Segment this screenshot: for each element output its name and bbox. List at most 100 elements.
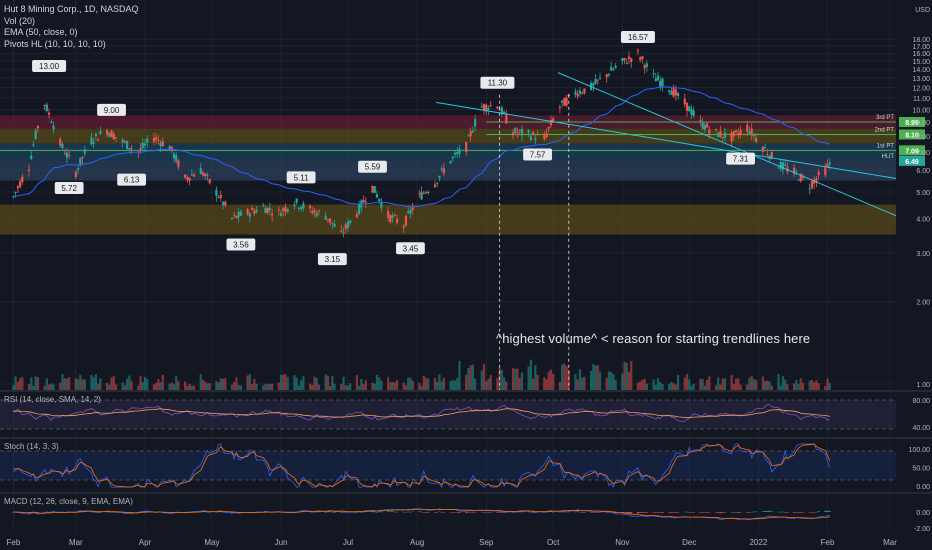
- volume-bar: [420, 385, 423, 390]
- macd-histogram-bar: [768, 510, 771, 512]
- volume-bar: [520, 372, 524, 390]
- volume-bar: [295, 377, 298, 390]
- candle-body: [389, 214, 392, 222]
- rsi-line: [13, 403, 830, 422]
- candle-body: [543, 135, 546, 139]
- volume-bar: [433, 377, 437, 390]
- macd-histogram-bar: [402, 511, 405, 513]
- volume-bar: [440, 381, 443, 390]
- candle-body: [190, 174, 193, 176]
- volume-bar: [123, 385, 127, 390]
- candle-body: [175, 155, 178, 162]
- macd-histogram-bar: [659, 512, 662, 513]
- pivot-label-box: [358, 160, 387, 173]
- volume-bar: [324, 374, 327, 390]
- candle-body: [362, 199, 365, 203]
- volume-bar: [645, 383, 648, 390]
- time-tick: Dec: [682, 538, 696, 547]
- rsi-label[interactable]: RSI (14, close, SMA, 14, 2): [4, 395, 101, 404]
- macd-histogram-bar: [333, 512, 336, 513]
- indicator-vol[interactable]: Vol (20): [4, 15, 36, 26]
- macd-histogram-bar: [373, 511, 376, 513]
- volume-bar: [208, 383, 211, 390]
- stoch-label[interactable]: Stoch (14, 3, 3): [4, 442, 59, 451]
- macd-label[interactable]: MACD (12, 26, close, 9, EMA, EMA): [4, 497, 133, 506]
- volume-bar: [59, 382, 62, 390]
- candle-body: [795, 171, 798, 173]
- volume-bar: [114, 384, 118, 390]
- volume-bar: [137, 385, 140, 390]
- candle-body: [221, 201, 225, 205]
- candle-body: [826, 164, 829, 167]
- macd-histogram-bar: [389, 511, 392, 513]
- level-label: 3rd PT: [876, 115, 894, 121]
- price-zone: [0, 143, 896, 161]
- time-tick: Mar: [69, 538, 83, 547]
- volume-bar: [373, 383, 376, 390]
- candle-body: [315, 212, 318, 217]
- volume-bar: [360, 379, 363, 390]
- volume-bar: [768, 381, 771, 390]
- candle-body: [422, 192, 425, 194]
- macd-histogram-bar: [703, 512, 706, 513]
- rsi-tick: 40.00: [912, 425, 930, 432]
- macd-histogram-bar: [636, 512, 640, 514]
- volume-bar: [143, 376, 147, 390]
- candle-body: [159, 142, 162, 146]
- volume-bar: [732, 383, 735, 390]
- candle-body: [208, 179, 211, 184]
- volume-bar: [217, 382, 220, 390]
- candle-body: [36, 126, 40, 129]
- volume-bar: [128, 375, 131, 390]
- macd-histogram-bar: [643, 512, 646, 513]
- candle-body: [630, 58, 633, 62]
- volume-bar: [204, 381, 207, 390]
- macd-histogram-bar: [424, 512, 428, 513]
- volume-bar: [705, 379, 709, 390]
- volume-bar: [177, 380, 180, 390]
- volume-bar: [155, 382, 158, 390]
- macd-histogram-bar: [456, 512, 459, 513]
- candle-body: [358, 204, 361, 214]
- macd-histogram-bar: [576, 511, 579, 512]
- candle-body: [496, 106, 499, 109]
- candle-body: [92, 142, 95, 144]
- candle-body: [126, 141, 129, 150]
- candle-body: [612, 68, 615, 70]
- volume-bar: [781, 376, 785, 390]
- candle-body: [641, 56, 644, 60]
- indicator-pivots[interactable]: Pivots HL (10, 10, 10, 10): [4, 38, 106, 49]
- macd-histogram-bar: [739, 512, 742, 513]
- price-tick: 6.00: [916, 168, 930, 175]
- volume-bar: [235, 377, 238, 390]
- candle-body: [402, 225, 405, 228]
- volume-bar: [79, 374, 82, 390]
- candle-body: [271, 213, 274, 216]
- volume-bar: [224, 378, 227, 390]
- candle-body: [676, 92, 680, 97]
- candle-body: [440, 168, 443, 170]
- candle-body: [427, 192, 430, 194]
- time-tick: Apr: [139, 538, 152, 547]
- candle-body: [625, 62, 628, 64]
- macd-histogram-bar: [594, 512, 597, 513]
- candle-body: [511, 132, 515, 136]
- macd-histogram-bar: [500, 512, 503, 513]
- volume-bar: [404, 385, 408, 390]
- candle-body: [65, 152, 69, 158]
- macd-histogram-bar: [661, 512, 664, 514]
- macd-histogram-bar: [442, 511, 445, 513]
- indicator-ema[interactable]: EMA (50, close, 0): [4, 27, 78, 37]
- volume-bar: [471, 364, 474, 390]
- macd-histogram-bar: [714, 512, 718, 513]
- volume-bar: [516, 368, 519, 390]
- volume-bar: [485, 381, 488, 390]
- candle-body: [703, 125, 706, 130]
- volume-bar: [364, 380, 367, 390]
- candle-body: [471, 131, 474, 133]
- volume-bar: [326, 375, 329, 390]
- volume-bar: [311, 385, 314, 390]
- volume-bar: [342, 376, 345, 390]
- pivot-label-box: [97, 103, 126, 116]
